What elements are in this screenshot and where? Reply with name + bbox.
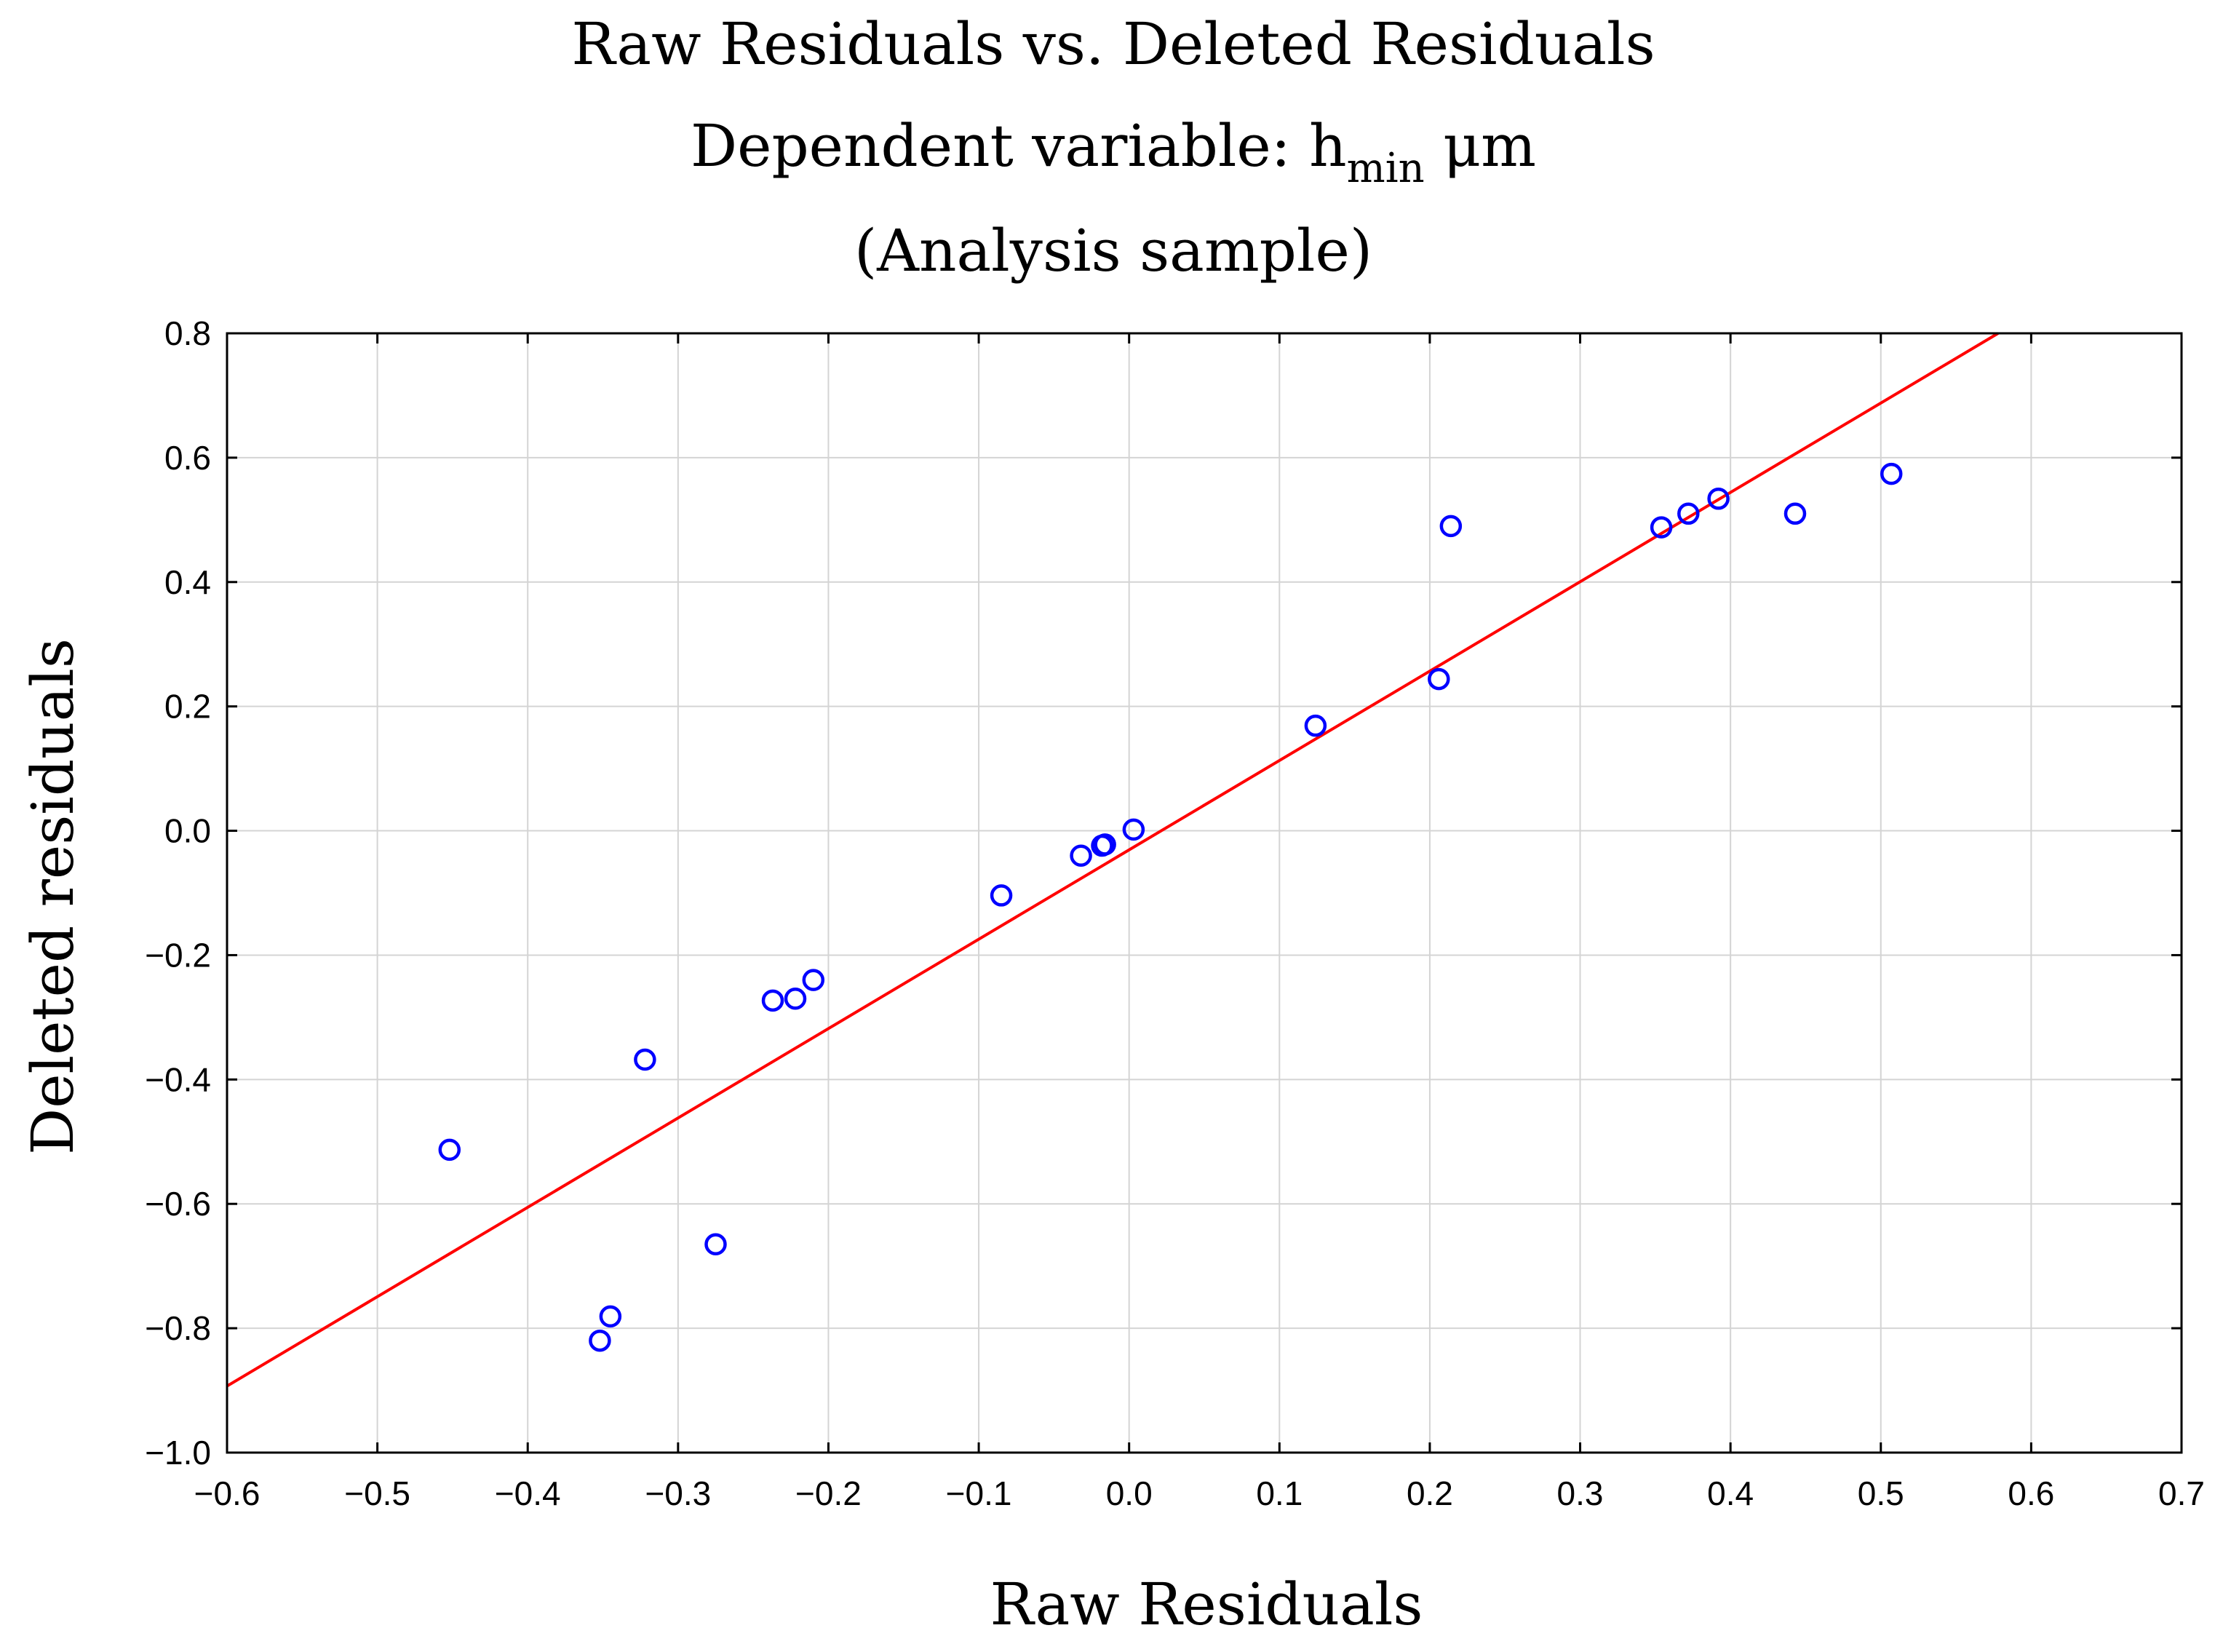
x-tick-label: 0.3 (1557, 1474, 1604, 1512)
chart-title-line2: Dependent variable: hmin μm (691, 112, 1536, 192)
y-tick-label: −1.0 (145, 1434, 211, 1472)
data-point (599, 1305, 622, 1328)
x-tick-label: −0.2 (795, 1474, 862, 1512)
data-point (1650, 516, 1673, 539)
data-point (1070, 844, 1092, 867)
chart-title-line3: (Analysis sample) (854, 217, 1372, 285)
data-point (1707, 488, 1730, 510)
title-line2-subscript: min (1347, 145, 1425, 192)
data-point (802, 969, 825, 991)
x-tick-label: 0.2 (1407, 1474, 1453, 1512)
x-axis-label: Raw Residuals (990, 1570, 1423, 1638)
axis-ticks: −0.6 −0.5 −0.4 −0.3 −0.2 −0.1 0.0 0.1 0.2 0.3 0.4 0… (145, 314, 2205, 1512)
x-tick-label: −0.4 (495, 1474, 561, 1512)
y-tick-label: 0.2 (164, 688, 211, 726)
x-tick-label: 0.1 (1256, 1474, 1303, 1512)
data-point (1677, 502, 1700, 525)
data-point (634, 1048, 656, 1071)
points-layer (438, 462, 1903, 1352)
x-tick-label: −0.3 (645, 1474, 711, 1512)
y-axis-label: Deleted residuals (19, 638, 87, 1155)
x-tick-label: 0.6 (2008, 1474, 2054, 1512)
title-line2-suffix: μm (1425, 112, 1536, 180)
data-point (1783, 502, 1807, 525)
data-point (1304, 714, 1327, 737)
data-point (761, 989, 784, 1012)
grid (226, 333, 2182, 1453)
x-tick-label: 0.5 (1858, 1474, 1904, 1512)
chart-title-line1: Raw Residuals vs. Deleted Residuals (571, 10, 1655, 78)
data-point (704, 1233, 727, 1256)
data-point (1122, 818, 1145, 841)
x-tick-label: 0.7 (2158, 1474, 2205, 1512)
title-line2-prefix: Dependent variable: h (691, 112, 1347, 180)
x-tick-label: −0.1 (946, 1474, 1012, 1512)
x-tick-label: 0.4 (1707, 1474, 1754, 1512)
fit-line-layer (226, 332, 1999, 1388)
y-tick-label: −0.8 (145, 1309, 211, 1347)
y-tick-label: −0.4 (145, 1060, 211, 1098)
y-tick-label: −0.2 (145, 936, 211, 974)
data-point (589, 1329, 611, 1352)
fit-line (226, 332, 1999, 1388)
y-tick-label: 0.0 (164, 812, 211, 850)
x-tick-label: −0.6 (194, 1474, 261, 1512)
data-point (990, 884, 1013, 907)
y-tick-label: −0.6 (145, 1185, 211, 1223)
y-tick-label: 0.8 (164, 314, 211, 352)
x-tick-label: −0.5 (344, 1474, 410, 1512)
data-point (1880, 462, 1903, 485)
x-tick-label: 0.0 (1106, 1474, 1153, 1512)
data-point (1428, 667, 1450, 691)
y-tick-label: 0.6 (164, 439, 211, 477)
data-point (784, 988, 807, 1010)
data-point (1439, 515, 1463, 538)
plot-frame (226, 332, 2183, 1454)
data-point (438, 1138, 461, 1161)
y-tick-label: 0.4 (164, 563, 211, 601)
data-point (1094, 833, 1116, 856)
